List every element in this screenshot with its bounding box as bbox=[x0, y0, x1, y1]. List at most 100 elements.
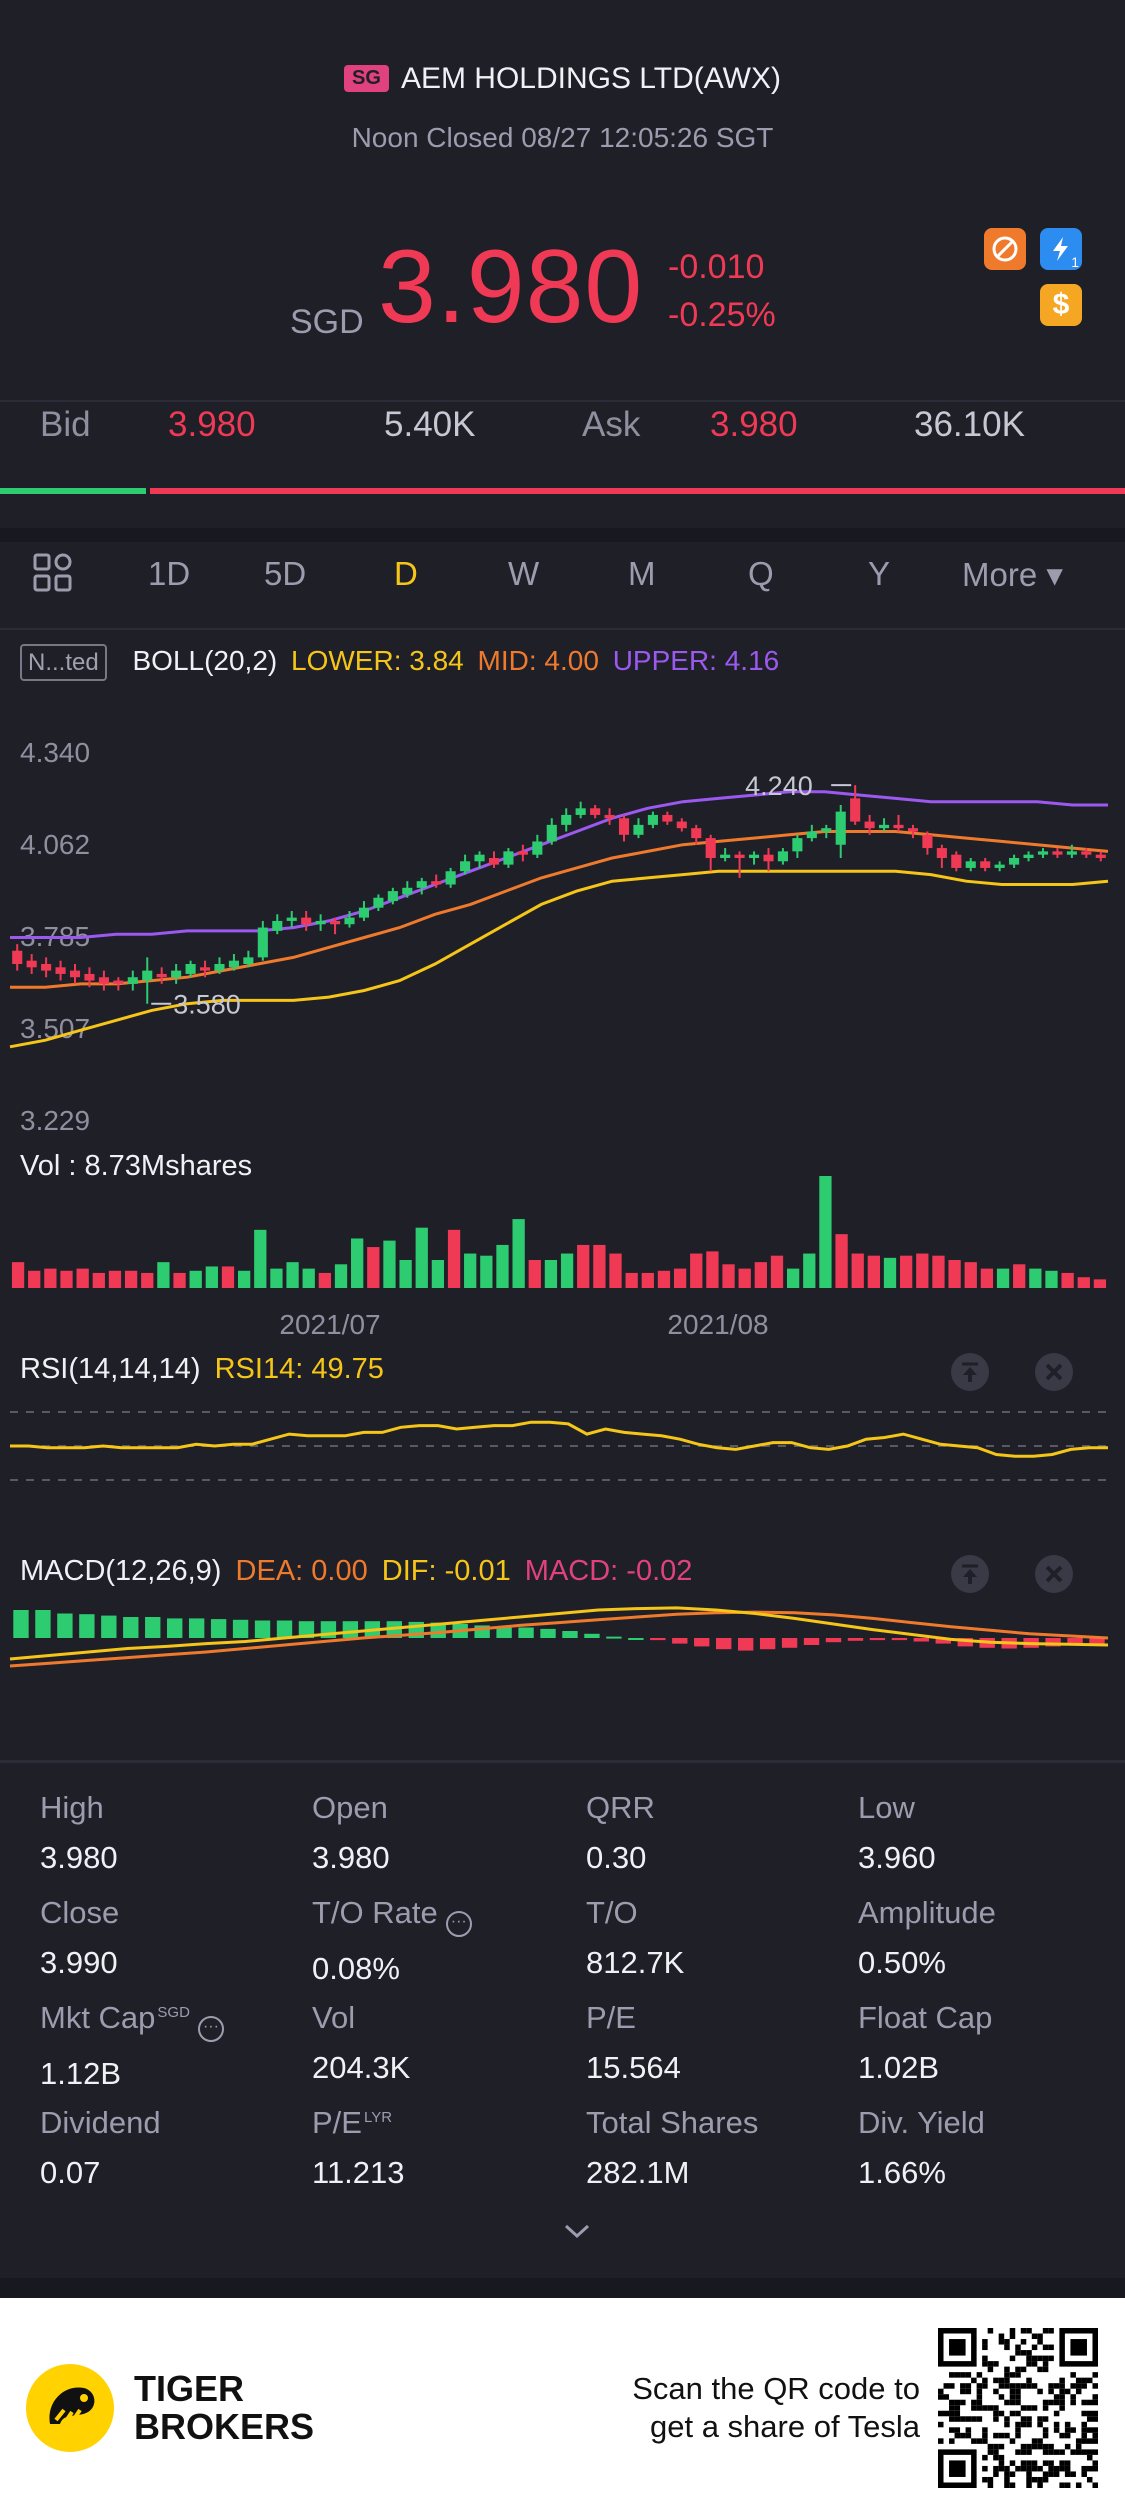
stat-value: 3.990 bbox=[40, 1945, 118, 1980]
promo_line-2: get a share of Tesla bbox=[650, 2409, 920, 2444]
bid-ask-ratio-bar bbox=[0, 488, 1125, 494]
qr-module bbox=[1086, 2416, 1093, 2422]
volume-bar bbox=[657, 1270, 671, 1288]
qr-module bbox=[993, 2388, 999, 2395]
qr-module bbox=[1031, 2383, 1038, 2389]
qr-module bbox=[1086, 2465, 1093, 2472]
qr-module bbox=[1020, 2339, 1027, 2345]
stat-value: 282.1M bbox=[586, 2155, 690, 2190]
stat-p-e: P/E LYR 11.213 bbox=[312, 2105, 572, 2191]
tab-week[interactable]: W bbox=[508, 555, 540, 592]
qr-module bbox=[1048, 2328, 1054, 2334]
qr-module bbox=[1031, 2476, 1038, 2483]
stat-close: Close 3.990 bbox=[40, 1895, 300, 1981]
tab-month[interactable]: M bbox=[628, 555, 656, 592]
macd-bar bbox=[298, 1621, 315, 1638]
candle bbox=[1052, 851, 1063, 855]
close-icon[interactable] bbox=[1034, 1554, 1074, 1599]
qr-module bbox=[965, 2372, 972, 2378]
qr-module bbox=[1053, 2427, 1060, 2433]
qr-module bbox=[1070, 2449, 1076, 2455]
tab-year[interactable]: Y bbox=[868, 555, 891, 592]
chevron-down-icon[interactable] bbox=[562, 2222, 592, 2247]
volume-bar bbox=[108, 1270, 122, 1288]
candle bbox=[691, 828, 702, 839]
tab-more[interactable]: More ▾ bbox=[962, 556, 1063, 593]
qr-module bbox=[949, 2416, 955, 2422]
rsi-legend: RSI(14,14,14) RSI14: 49.75 bbox=[20, 1353, 384, 1386]
candle bbox=[922, 834, 933, 849]
macd-bar bbox=[167, 1618, 183, 1638]
macd-dif-line bbox=[9, 1606, 1109, 1661]
pin-top-icon[interactable] bbox=[950, 1352, 990, 1397]
qr-module bbox=[1020, 2405, 1027, 2411]
qr-module bbox=[1092, 2427, 1098, 2433]
qr-module bbox=[1031, 2443, 1038, 2450]
more-info-icon[interactable]: ··· bbox=[197, 2016, 224, 2042]
volume-bar bbox=[302, 1268, 315, 1288]
qr-module bbox=[1026, 2476, 1032, 2483]
pin-top-icon[interactable] bbox=[950, 1554, 990, 1599]
more-info-icon[interactable]: ··· bbox=[445, 1911, 472, 1937]
qr-module bbox=[1026, 2416, 1032, 2422]
tab-day[interactable]: D bbox=[394, 555, 418, 592]
qr-module bbox=[965, 2388, 972, 2395]
bid-size: 5.40K bbox=[384, 405, 476, 444]
qr-module bbox=[1009, 2328, 1016, 2334]
stat-value: 1.12B bbox=[40, 2056, 122, 2091]
qr-module bbox=[965, 2432, 972, 2439]
tab-1d[interactable]: 1D bbox=[148, 555, 191, 592]
no-short-icon[interactable] bbox=[984, 228, 1026, 270]
qr-module bbox=[971, 2416, 977, 2422]
qr-module bbox=[1009, 2482, 1016, 2488]
qr-module bbox=[1081, 2471, 1087, 2477]
candle bbox=[344, 917, 355, 925]
qr-module bbox=[965, 2416, 972, 2422]
qr-module bbox=[1015, 2394, 1021, 2400]
qr-module bbox=[1004, 2344, 1010, 2351]
stat-value: 0.50% bbox=[858, 1945, 946, 1980]
tab-5d[interactable]: 5D bbox=[264, 555, 307, 592]
qr-module bbox=[1048, 2388, 1054, 2395]
candle bbox=[965, 861, 976, 868]
volume-bar bbox=[512, 1219, 525, 1288]
qr-module bbox=[960, 2432, 966, 2439]
volume-bar bbox=[706, 1251, 719, 1288]
volume-bar bbox=[819, 1176, 832, 1288]
qr-module bbox=[1092, 2449, 1098, 2455]
boll-lower-line bbox=[9, 869, 1109, 1049]
price-chart[interactable]: 4.3404.0623.7853.5073.2294.2403.5802021/… bbox=[0, 700, 1125, 1760]
indicator-tag[interactable]: N...ted bbox=[20, 644, 107, 681]
volume-bar bbox=[221, 1266, 235, 1288]
volume-bar bbox=[754, 1262, 767, 1288]
qr-module bbox=[1048, 2443, 1054, 2450]
candle bbox=[748, 854, 760, 858]
volume-bar bbox=[351, 1238, 364, 1288]
qr-module bbox=[954, 2432, 961, 2439]
volume-bar bbox=[383, 1240, 396, 1288]
qr-module bbox=[1059, 2432, 1065, 2439]
layout-grid-icon[interactable] bbox=[32, 552, 74, 599]
volume-bar bbox=[948, 1260, 961, 1288]
qr-module bbox=[1037, 2355, 1043, 2362]
qr-module bbox=[1026, 2449, 1032, 2455]
qr-module bbox=[1026, 2421, 1032, 2428]
close-icon[interactable] bbox=[1034, 1352, 1074, 1397]
lightning-icon[interactable]: 1 bbox=[1040, 228, 1082, 270]
qr-code[interactable] bbox=[938, 2328, 1098, 2488]
volume-bar bbox=[803, 1253, 816, 1288]
candle bbox=[821, 828, 832, 832]
qr-module bbox=[1015, 2410, 1021, 2417]
macd-bar bbox=[891, 1638, 908, 1641]
qr-module bbox=[998, 2383, 1005, 2389]
rsi-line bbox=[10, 1420, 1108, 1458]
qr-module bbox=[1015, 2366, 1021, 2373]
qr-module bbox=[982, 2383, 988, 2389]
volume-bar bbox=[560, 1253, 574, 1288]
candle bbox=[301, 917, 312, 925]
promo-line-1: Scan the QR code to bbox=[632, 2371, 920, 2406]
candle bbox=[1023, 854, 1034, 858]
tab-quarter[interactable]: Q bbox=[748, 555, 774, 592]
qr-module bbox=[1009, 2394, 1016, 2400]
dollar-icon[interactable]: $ bbox=[1040, 284, 1082, 326]
